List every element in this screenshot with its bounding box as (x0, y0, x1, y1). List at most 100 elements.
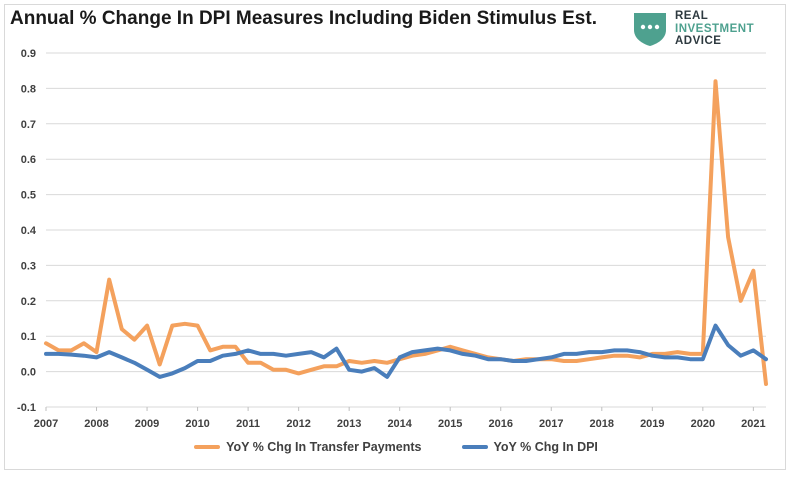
x-tick-label: 2012 (286, 418, 310, 430)
y-tick-label: 0.3 (21, 260, 36, 272)
y-tick-label: 0.5 (21, 190, 36, 202)
y-tick-label: -0.1 (17, 402, 36, 414)
logo-line-3: ADVICE (675, 35, 722, 47)
data-point (650, 354, 654, 358)
data-point (612, 348, 616, 352)
data-point (120, 355, 124, 359)
data-point (751, 269, 755, 273)
data-point (44, 341, 48, 345)
data-point (297, 371, 301, 375)
legend-item-transfer-payments: YoY % Chg In Transfer Payments (194, 440, 422, 454)
data-point (82, 341, 86, 345)
data-point (69, 353, 73, 357)
data-point (524, 359, 528, 363)
data-point (587, 350, 591, 354)
x-tick-label: 2011 (236, 418, 260, 430)
legend-item-dpi: YoY % Chg In DPI (461, 440, 598, 454)
x-tick-label: 2017 (539, 418, 563, 430)
series-line-0 (44, 79, 768, 386)
data-point (575, 359, 579, 363)
data-point (347, 359, 351, 363)
data-point (347, 368, 351, 372)
data-point (764, 382, 768, 386)
data-point (44, 352, 48, 356)
y-tick-label: 0.9 (21, 48, 36, 60)
chart-legend: YoY % Chg In Transfer Payments YoY % Chg… (0, 440, 792, 454)
chart-frame (4, 4, 786, 470)
data-point (95, 355, 99, 359)
data-point (271, 352, 275, 356)
data-point (739, 354, 743, 358)
data-point (259, 361, 263, 365)
data-point (713, 79, 717, 83)
data-point (95, 350, 99, 354)
data-point (57, 348, 61, 352)
legend-label-dpi: YoY % Chg In DPI (493, 440, 598, 454)
data-point (575, 352, 579, 356)
data-point (751, 348, 755, 352)
data-point (284, 354, 288, 358)
data-point (246, 348, 250, 352)
legend-swatch-dpi (461, 445, 488, 449)
data-point (549, 355, 553, 359)
data-point (676, 350, 680, 354)
logo-line-2: INVESTMENT (675, 22, 755, 35)
data-point (764, 357, 768, 361)
data-point (57, 352, 61, 356)
data-point (398, 355, 402, 359)
x-tick-label: 2019 (640, 418, 664, 430)
data-point (183, 366, 187, 370)
data-point (297, 352, 301, 356)
series-lines (44, 79, 768, 386)
data-point (208, 359, 212, 363)
logo-wordmark: REAL INVESTMENT ADVICE (675, 10, 754, 48)
data-point (107, 278, 111, 282)
data-point (385, 361, 389, 365)
data-point (511, 359, 515, 363)
data-point (688, 352, 692, 356)
x-tick-label: 2015 (438, 418, 462, 430)
data-point (107, 350, 111, 354)
data-point (259, 352, 263, 356)
data-point (600, 355, 604, 359)
y-tick-label: 0.8 (21, 83, 36, 95)
data-point (499, 357, 503, 361)
data-point (587, 357, 591, 361)
data-point (360, 370, 364, 374)
data-point (322, 355, 326, 359)
shield-logo-icon (634, 13, 666, 46)
data-point (132, 361, 136, 365)
data-point (612, 354, 616, 358)
data-point (638, 355, 642, 359)
data-point (676, 355, 680, 359)
data-point (726, 235, 730, 239)
data-point (158, 375, 162, 379)
data-point (372, 366, 376, 370)
data-point (170, 371, 174, 375)
data-point (233, 345, 237, 349)
data-point (183, 322, 187, 326)
data-point (385, 375, 389, 379)
y-tick-label: 0.1 (21, 331, 36, 343)
logo-line-1: REAL (675, 10, 709, 22)
data-point (562, 359, 566, 363)
data-point (271, 368, 275, 372)
data-point (335, 364, 339, 368)
data-point (120, 327, 124, 331)
real-investment-advice-logo: REAL INVESTMENT ADVICE (630, 8, 780, 48)
data-point (713, 324, 717, 328)
x-tick-label: 2008 (84, 418, 108, 430)
data-point (436, 347, 440, 351)
data-point (410, 350, 414, 354)
data-point (170, 324, 174, 328)
data-point (284, 368, 288, 372)
data-point (372, 359, 376, 363)
data-point (233, 352, 237, 356)
data-point (208, 348, 212, 352)
data-point (335, 347, 339, 351)
data-point (600, 350, 604, 354)
data-point (461, 352, 465, 356)
data-point (537, 357, 541, 361)
data-point (726, 343, 730, 347)
